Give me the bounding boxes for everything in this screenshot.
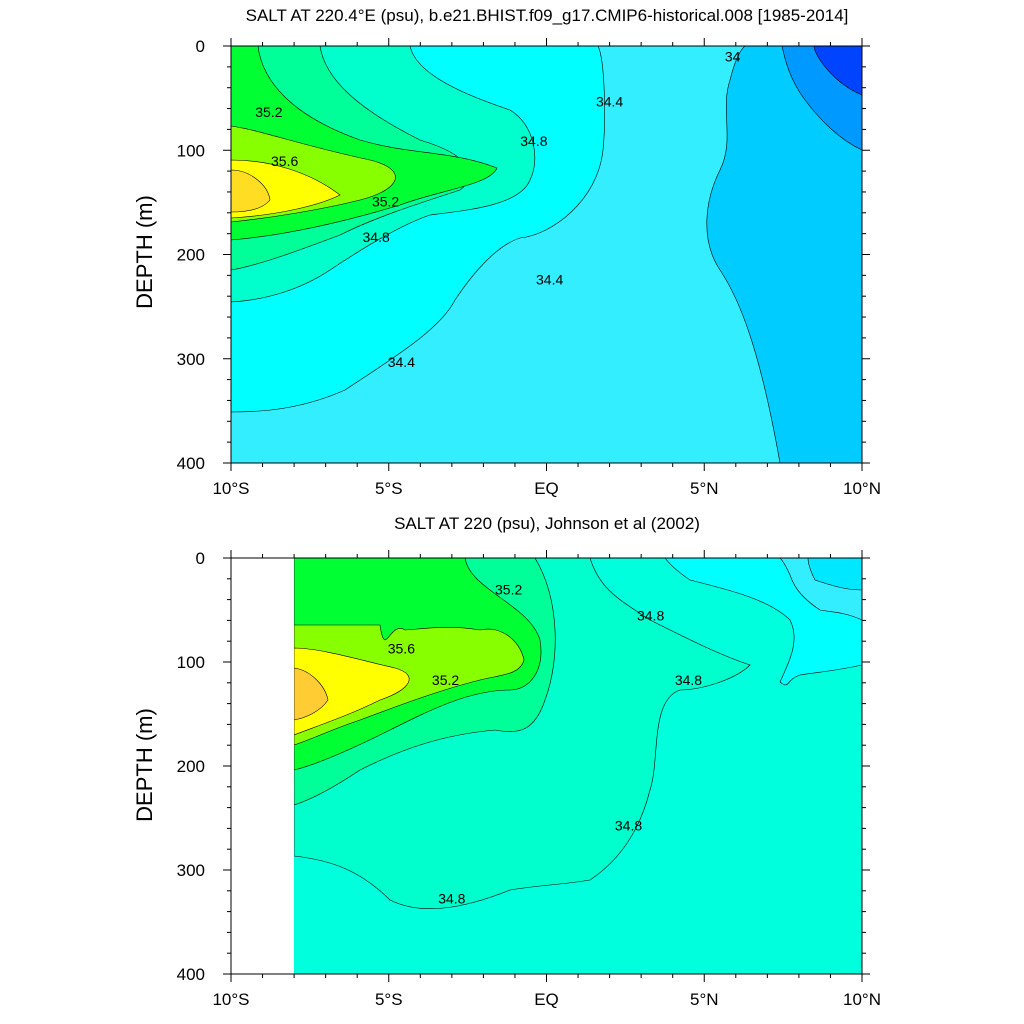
- top-plot-title: SALT AT 220.4°E (psu), b.e21.BHIST.f09_g…: [246, 6, 849, 25]
- contour-label: 34.8: [637, 607, 664, 623]
- bottom-y-axis-label: DEPTH (m): [132, 708, 157, 822]
- contour-label: 34.8: [520, 133, 547, 149]
- x-tick-label: EQ: [534, 990, 559, 1009]
- bottom-plot-title: SALT AT 220 (psu), Johnson et al (2002): [394, 514, 700, 533]
- bottom-fill-35-4: [294, 624, 525, 746]
- top-fill-35-8: [231, 169, 271, 213]
- contour-label: 35.2: [255, 104, 282, 120]
- y-tick-label: 100: [177, 141, 205, 160]
- bottom-salinity-field: [294, 558, 862, 974]
- x-tick-label: 10°N: [843, 479, 881, 498]
- contour-label: 35.2: [372, 194, 399, 210]
- top-y-axis-label: DEPTH (m): [132, 195, 157, 309]
- y-tick-label: 400: [177, 965, 205, 984]
- y-tick-label: 0: [196, 37, 205, 56]
- top-contour-labels: 35.2 35.6 35.2 34.8 34.8 34.4 34 34.4 34.4: [255, 49, 740, 370]
- bottom-fill-34-4: [807, 558, 862, 591]
- contour-label: 35.6: [271, 153, 298, 169]
- top-salinity-field: [231, 46, 862, 463]
- y-tick-label: 200: [177, 246, 205, 265]
- y-tick-label: 200: [177, 757, 205, 776]
- bottom-fill-35-8: [294, 667, 329, 721]
- top-y-axis: 0 100 200 300 400: [177, 37, 870, 473]
- bottom-x-axis: 10°S 5°S EQ 5°N 10°N: [212, 550, 881, 1009]
- contour-label: 34.4: [388, 354, 415, 370]
- y-tick-label: 100: [177, 653, 205, 672]
- top-x-axis: 10°S 5°S EQ 5°N 10°N: [212, 38, 881, 498]
- y-tick-label: 300: [177, 861, 205, 880]
- x-tick-label: 5°S: [375, 479, 403, 498]
- x-tick-label: EQ: [534, 479, 559, 498]
- contour-label: 34.4: [536, 272, 563, 288]
- x-tick-label: 5°N: [690, 479, 719, 498]
- top-contour-plot: SALT AT 220.4°E (psu), b.e21.BHIST.f09_g…: [132, 6, 881, 498]
- contour-label: 34.4: [596, 93, 623, 109]
- y-tick-label: 0: [196, 549, 205, 568]
- contour-label: 34.8: [675, 672, 702, 688]
- x-tick-label: 5°S: [375, 990, 403, 1009]
- contour-label: 34: [725, 49, 741, 65]
- contour-label: 35.2: [432, 672, 459, 688]
- y-tick-label: 400: [177, 454, 205, 473]
- contour-label: 35.2: [495, 581, 522, 597]
- x-tick-label: 5°N: [690, 990, 719, 1009]
- bottom-contour-plot: SALT AT 220 (psu), Johnson et al (2002) …: [132, 514, 881, 1009]
- contour-label: 34.8: [438, 890, 465, 906]
- top-fill-33-75: [813, 46, 862, 96]
- contour-label: 34.8: [363, 229, 390, 245]
- contour-label: 35.6: [388, 641, 415, 657]
- contour-label: 34.8: [615, 817, 642, 833]
- x-tick-label: 10°N: [843, 990, 881, 1009]
- top-fill-34-25: [706, 46, 862, 463]
- x-tick-label: 10°S: [212, 990, 249, 1009]
- bottom-fill-35-6: [294, 647, 410, 736]
- bottom-y-axis: 0 100 200 300 400: [177, 549, 870, 984]
- x-tick-label: 10°S: [212, 479, 249, 498]
- bottom-contour-labels: 35.2 35.6 35.2 34.8 34.8 34.8 34.8: [388, 581, 703, 906]
- y-tick-label: 300: [177, 350, 205, 369]
